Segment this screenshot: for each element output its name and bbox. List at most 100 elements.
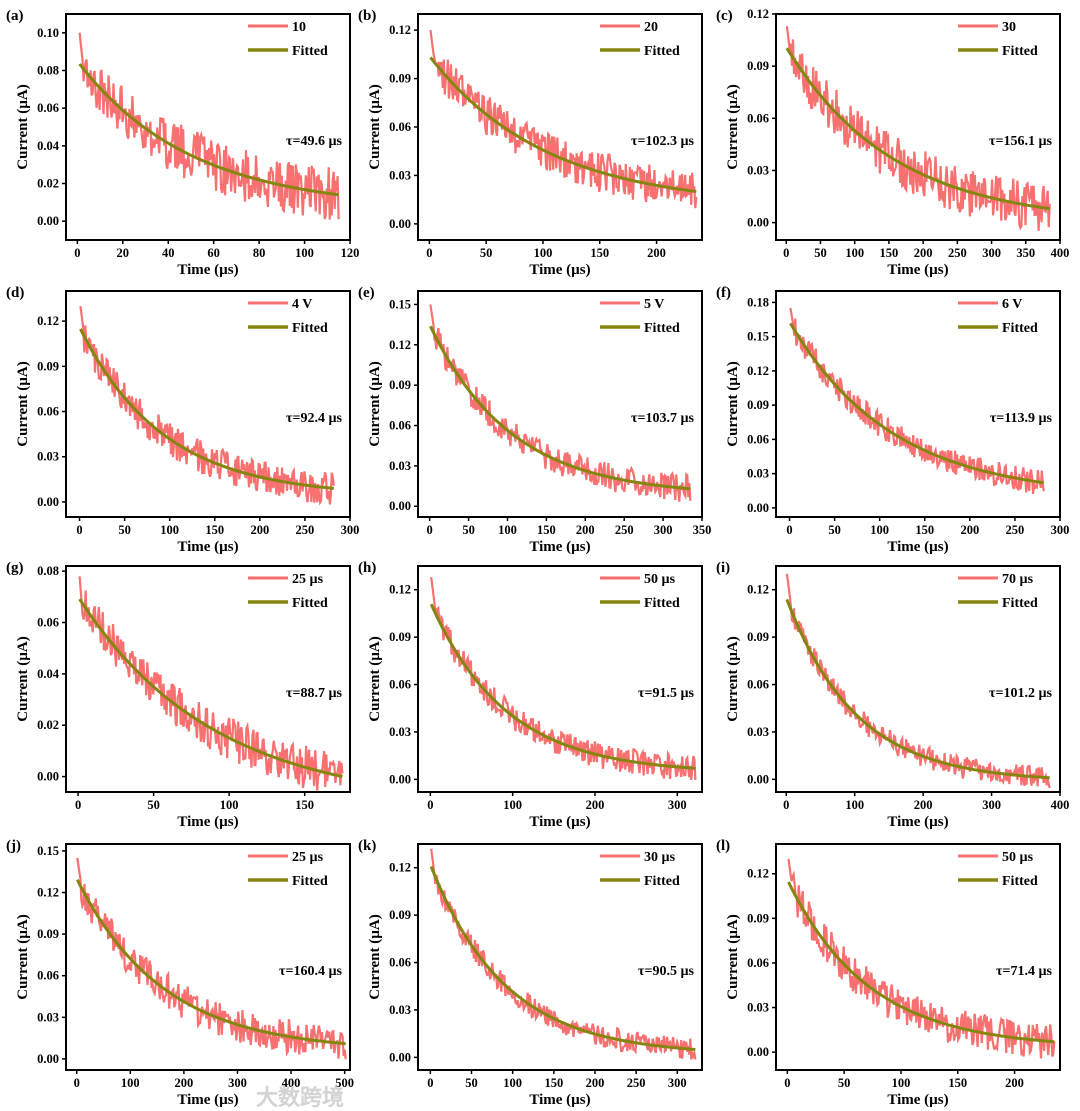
panel-label: (h) — [358, 560, 376, 576]
x-axis-label: Time (µs) — [177, 539, 238, 555]
x-axis-label: Time (µs) — [887, 1092, 948, 1108]
y-tick-label: 0.12 — [389, 338, 411, 352]
y-tick-label: 0.00 — [389, 499, 411, 513]
x-tick-label: 50 — [462, 523, 475, 537]
x-tick-label: 20 — [117, 246, 130, 260]
x-tick-label: 400 — [1051, 798, 1070, 812]
y-tick-label: 0.04 — [37, 667, 60, 681]
x-tick-label: 100 — [160, 523, 179, 537]
x-tick-label: 100 — [534, 246, 553, 260]
y-tick-label: 0.12 — [747, 364, 769, 378]
x-axis-label: Time (µs) — [529, 814, 590, 830]
legend-data-label: 70 µs — [1002, 572, 1034, 587]
y-tick-label: 0.12 — [389, 23, 411, 37]
x-tick-label: 150 — [880, 246, 899, 260]
x-tick-label: 0 — [783, 798, 789, 812]
x-axis-label: Time (µs) — [177, 814, 238, 830]
y-tick-label: 0.09 — [747, 630, 769, 644]
x-tick-label: 400 — [1051, 246, 1070, 260]
legend-fit-label: Fitted — [292, 44, 328, 59]
x-tick-label: 200 — [175, 1076, 194, 1090]
x-tick-label: 50 — [814, 246, 827, 260]
plot-frame — [65, 13, 351, 241]
x-axis-label: Time (µs) — [887, 262, 948, 278]
x-tick-label: 40 — [162, 246, 175, 260]
legend-data-label: 25 µs — [292, 572, 324, 587]
y-tick-label: 0.00 — [389, 217, 411, 231]
legend-data-label: 50 µs — [644, 572, 676, 587]
x-tick-label: 200 — [647, 246, 666, 260]
data-series-line — [789, 307, 1045, 494]
tau-annotation: τ=92.4 µs — [286, 411, 342, 426]
y-axis-label: Current (µA) — [367, 914, 383, 999]
subplot-a: (a) 0 20 40 60 80 100 120 0.00 0.02 0.04 0.06 0.08 0.… — [6, 8, 359, 278]
y-tick-label: 0.12 — [389, 583, 411, 597]
x-tick-label: 150 — [544, 1076, 563, 1090]
y-tick-label: 0.06 — [37, 616, 59, 630]
y-tick-label: 0.06 — [37, 969, 59, 983]
y-axis-label: Current (µA) — [367, 361, 383, 446]
panel-label: (c) — [716, 8, 733, 24]
x-tick-label: 200 — [586, 798, 605, 812]
x-axis-label: Time (µs) — [177, 1092, 238, 1108]
y-tick-label: 0.06 — [747, 111, 769, 125]
subplot-j: (j) 0 100 200 300 400 500 0.00 0.03 0.06 0.09 0.12 0… — [6, 838, 354, 1108]
x-axis-label: Time (µs) — [887, 814, 948, 830]
x-tick-label: 0 — [74, 1076, 80, 1090]
legend-data-label: 25 µs — [292, 850, 324, 865]
y-axis-label: Current (µA) — [15, 636, 31, 721]
fitted-curve — [429, 603, 696, 770]
panel-label: (i) — [716, 560, 730, 576]
x-axis-label: Time (µs) — [529, 262, 590, 278]
tau-annotation: τ=49.6 µs — [286, 134, 342, 149]
legend-fit-label: Fitted — [644, 321, 680, 336]
x-tick-label: 0 — [427, 798, 433, 812]
y-tick-label: 0.00 — [37, 495, 59, 509]
x-tick-label: 350 — [1016, 246, 1035, 260]
y-tick-label: 0.03 — [747, 163, 769, 177]
subplot-i: (i) 0 100 200 300 400 0.00 0.03 0.06 0.09 0.12 Time… — [716, 560, 1070, 830]
legend-fit-label: Fitted — [292, 874, 328, 889]
fitted-curve — [75, 879, 346, 1046]
y-tick-label: 0.09 — [747, 59, 769, 73]
data-series-line — [787, 858, 1056, 1059]
tau-annotation: τ=113.9 µs — [990, 411, 1053, 426]
y-tick-label: 0.00 — [747, 1045, 769, 1059]
x-tick-label: 200 — [1005, 1076, 1024, 1090]
y-axis-label: Current (µA) — [725, 914, 741, 999]
fitted-curve — [429, 325, 691, 491]
y-tick-label: 0.06 — [389, 678, 411, 692]
x-tick-label: 250 — [627, 1076, 646, 1090]
y-tick-label: 0.06 — [37, 101, 59, 115]
x-tick-label: 300 — [228, 1076, 247, 1090]
y-tick-label: 0.06 — [389, 120, 411, 134]
y-tick-label: 0.03 — [747, 467, 769, 481]
y-tick-label: 0.00 — [37, 1052, 59, 1066]
x-tick-label: 300 — [341, 523, 360, 537]
y-tick-label: 0.08 — [37, 64, 59, 78]
y-tick-label: 0.00 — [747, 772, 769, 786]
x-tick-label: 300 — [982, 798, 1001, 812]
subplot-b: (b) 0 50 100 150 200 0.00 0.03 0.06 0.09 0.12 Time … — [358, 8, 703, 278]
data-series-line — [429, 304, 692, 502]
y-tick-label: 0.03 — [389, 725, 411, 739]
y-tick-label: 0.12 — [747, 7, 769, 21]
y-tick-label: 0.09 — [747, 911, 769, 925]
legend-data-label: 6 V — [1002, 297, 1022, 312]
x-tick-label: 80 — [253, 246, 266, 260]
x-tick-label: 60 — [207, 246, 220, 260]
x-tick-label: 100 — [220, 798, 239, 812]
plot-frame — [775, 13, 1061, 241]
tau-annotation: τ=88.7 µs — [286, 686, 342, 701]
legend-data-label: 10 — [292, 20, 306, 35]
y-tick-label: 0.12 — [389, 861, 411, 875]
fitted-curve — [789, 322, 1045, 485]
panel-label: (g) — [6, 560, 24, 576]
y-tick-label: 0.02 — [37, 177, 59, 191]
y-tick-label: 0.08 — [37, 564, 59, 578]
legend-fit-label: Fitted — [644, 596, 680, 611]
y-tick-label: 0.00 — [37, 214, 59, 228]
y-tick-label: 0.09 — [37, 927, 59, 941]
data-series-line — [78, 576, 344, 791]
x-tick-label: 250 — [948, 246, 967, 260]
